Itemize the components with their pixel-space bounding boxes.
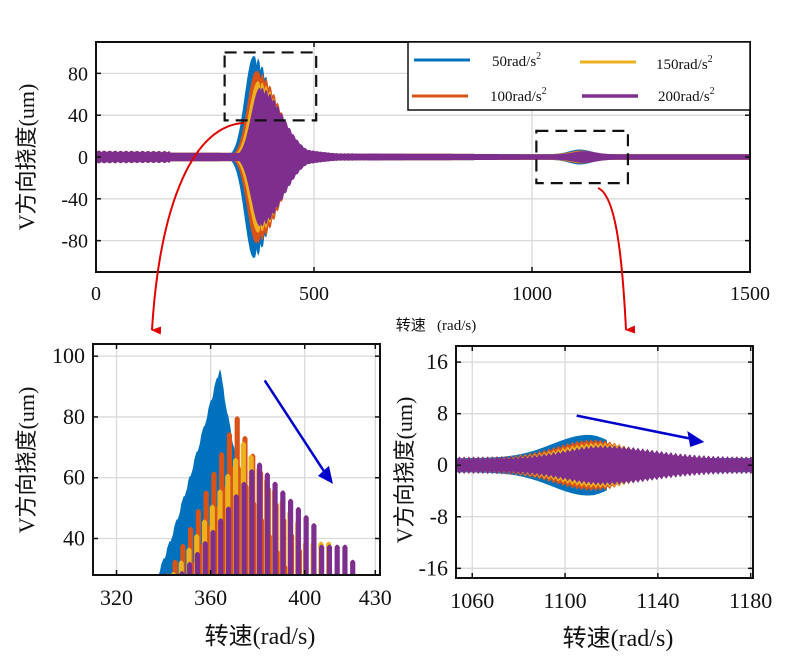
zoom-second-y-tick-label: 8 bbox=[437, 401, 448, 426]
zoom-first-spike bbox=[218, 518, 224, 575]
legend-item-150: 150rad/s2 bbox=[580, 54, 713, 73]
overview-y-tick-label: -80 bbox=[61, 231, 88, 253]
legend-item-200: 200rad/s2 bbox=[582, 86, 715, 105]
overview-y-tick-label: 0 bbox=[78, 147, 88, 169]
zoom-first-spike bbox=[225, 506, 232, 575]
legend: 50rad/s2 150rad/s2 100rad/s2 200rad/s2 bbox=[407, 41, 751, 111]
zoom-first-y-tick-label: 100 bbox=[52, 343, 85, 368]
overview-series-s200 bbox=[96, 87, 750, 227]
zoom-first-spike bbox=[241, 481, 247, 575]
svg-text:150rad/s2: 150rad/s2 bbox=[656, 54, 713, 73]
zoom-first-spike bbox=[210, 529, 216, 575]
overview-y-axis-label: V方向挠度(um) bbox=[14, 84, 39, 231]
zoom-first-spike bbox=[172, 559, 178, 575]
zoom-first-spike bbox=[326, 544, 333, 575]
zoom-first-ticks: 320 360 400 430 100 80 60 40 bbox=[52, 343, 392, 610]
zoom-first-x-tick-label: 320 bbox=[100, 585, 133, 610]
zoom-first-spike bbox=[194, 551, 201, 575]
overview-x-tick-label: 500 bbox=[299, 283, 329, 305]
overview-series bbox=[96, 56, 750, 258]
legend-label-150: 150rad/s bbox=[656, 57, 708, 73]
zoom-first-spike bbox=[280, 490, 286, 575]
svg-text:100rad/s2: 100rad/s2 bbox=[490, 86, 547, 105]
trend-arrow-second bbox=[576, 414, 693, 441]
zoom-first-x-tick-label: 400 bbox=[288, 585, 321, 610]
zoom-second-x-tick-label: 1060 bbox=[450, 588, 494, 613]
zoom-second-x-axis-label: 转速(rad/s) bbox=[563, 625, 674, 652]
zoom-second-y-tick-label: -8 bbox=[430, 504, 448, 529]
zoom-first-spike bbox=[272, 481, 278, 575]
zoom-second-x-tick-label: 1140 bbox=[636, 588, 679, 613]
zoom-first-y-tick-label: 80 bbox=[63, 404, 85, 429]
overview-x-tick-label: 1000 bbox=[512, 283, 552, 305]
legend-label-150-sup: 2 bbox=[708, 54, 713, 65]
callout-arrow-left bbox=[151, 122, 245, 335]
zoom-second-axes-box bbox=[455, 345, 754, 579]
zoom-second-x-tick-label: 1180 bbox=[729, 588, 772, 613]
trend-arrow-first bbox=[263, 379, 328, 477]
zoom-first-spike bbox=[202, 541, 208, 575]
zoom-first-spike bbox=[288, 498, 294, 575]
zoom-first-series bbox=[156, 368, 356, 575]
trend-arrow-second-head bbox=[687, 431, 705, 448]
legend-label-200: 200rad/s bbox=[658, 89, 710, 105]
zoom-first-spike bbox=[334, 544, 340, 575]
callout-arrow-right bbox=[597, 187, 636, 334]
zoom-second-series-s200 bbox=[456, 445, 753, 486]
legend-label-200-sup: 2 bbox=[710, 86, 715, 97]
legend-label-100-sup: 2 bbox=[542, 86, 547, 97]
zoom-first-axes-box bbox=[92, 343, 381, 576]
zoom-first-spike bbox=[295, 507, 301, 575]
zoom-second-y-tick-label: 16 bbox=[426, 349, 448, 374]
legend-label-50: 50rad/s bbox=[492, 54, 536, 70]
zoom-first-x-axis-label: 转速(rad/s) bbox=[205, 623, 316, 650]
legend-label-50-sup: 2 bbox=[536, 51, 541, 62]
legend-item-50: 50rad/s2 bbox=[414, 51, 541, 70]
trend-arrow-first-head bbox=[317, 465, 333, 484]
legend-label-100: 100rad/s bbox=[490, 89, 542, 105]
zoom-boxes bbox=[223, 51, 630, 185]
overview-x-axis-label: 转速 (rad/s) bbox=[396, 317, 476, 334]
svg-text:50rad/s2: 50rad/s2 bbox=[492, 51, 541, 70]
zoom-first-spike bbox=[187, 561, 193, 575]
zoom-first-y-tick-label: 60 bbox=[63, 465, 85, 490]
zoom-second-y-tick-label: -16 bbox=[419, 555, 448, 580]
zoom-first-spike bbox=[249, 469, 255, 575]
overview-y-tick-label: -40 bbox=[61, 189, 88, 211]
zoom-first-x-tick-label: 360 bbox=[194, 585, 227, 610]
zoom-first-spike bbox=[311, 523, 317, 575]
zoom-first-critical-plot: 320 360 400 430 100 80 60 40 转速(rad/s) V方向挠度(um… bbox=[14, 343, 392, 650]
zoom-first-spike bbox=[256, 462, 263, 575]
overview-ticks: 0 500 1000 1500 80 40 0 -40 -80 bbox=[61, 42, 770, 305]
zoom-first-spike bbox=[303, 515, 309, 575]
zoom-first-spike bbox=[342, 544, 348, 575]
overview-x-tick-label: 1500 bbox=[730, 283, 770, 305]
overview-plot: 0 500 1000 1500 80 40 0 -40 -80 转速 (rad/s) V方向挠度… bbox=[14, 41, 770, 334]
legend-box bbox=[407, 41, 751, 111]
overview-y-tick-label: 80 bbox=[68, 63, 88, 85]
zoom-region-box-2 bbox=[535, 129, 630, 185]
zoom-first-spike bbox=[350, 559, 356, 575]
zoom-second-critical-plot: 1060 1100 1140 1180 16 8 0 -8 -16 转速(rad/s) V方向挠… bbox=[392, 345, 772, 652]
zoom-second-y-tick-label: 0 bbox=[437, 452, 448, 477]
zoom-region-box-1 bbox=[223, 51, 318, 122]
zoom-second-x-tick-label: 1100 bbox=[543, 588, 586, 613]
zoom-first-y-tick-label: 40 bbox=[63, 526, 85, 551]
svg-text:200rad/s2: 200rad/s2 bbox=[658, 86, 715, 105]
zoom-first-spike bbox=[319, 544, 325, 575]
overview-y-tick-label: 40 bbox=[68, 105, 88, 127]
zoom-second-ticks: 1060 1100 1140 1180 16 8 0 -8 -16 bbox=[419, 346, 772, 613]
zoom-first-spike bbox=[264, 472, 270, 575]
zoom-second-y-axis-label: V方向挠度(um) bbox=[392, 397, 417, 544]
legend-item-100: 100rad/s2 bbox=[412, 86, 547, 105]
zoom-first-x-tick-label: 430 bbox=[359, 585, 392, 610]
overview-x-tick-label: 0 bbox=[91, 283, 101, 305]
zoom-first-y-axis-label: V方向挠度(um) bbox=[14, 387, 39, 534]
zoom-second-series bbox=[456, 434, 753, 496]
zoom-first-spike bbox=[233, 494, 239, 575]
zoom-first-series-s200 bbox=[179, 462, 356, 575]
